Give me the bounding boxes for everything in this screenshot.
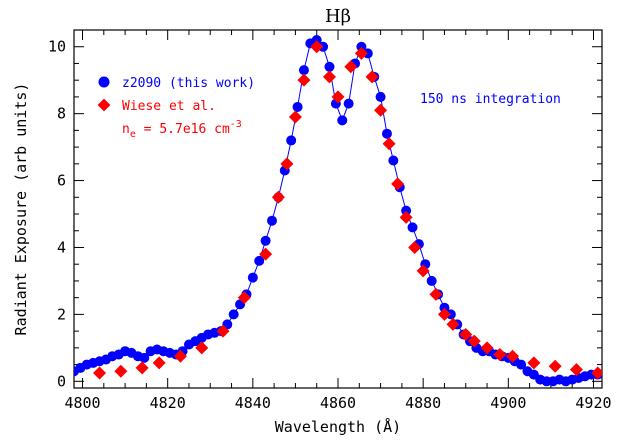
data-point-wiese	[365, 70, 379, 84]
data-point-z2090	[286, 135, 297, 146]
density-subscript: e	[130, 129, 136, 140]
x-axis-title: Wavelength (Å)	[275, 417, 401, 436]
data-point-z2090	[356, 41, 367, 52]
x-tick-label: 4900	[490, 394, 526, 412]
data-point-wiese	[93, 366, 107, 380]
data-point-z2090	[343, 98, 354, 109]
plot-title: Hβ	[325, 6, 351, 27]
data-point-z2090	[228, 309, 239, 320]
data-point-z2090	[407, 222, 418, 233]
data-point-wiese	[344, 60, 358, 74]
legend-label-z2090: z2090 (this work)	[122, 76, 255, 91]
y-tick-label: 4	[57, 238, 66, 256]
series-layer	[74, 35, 602, 387]
data-point-wiese	[259, 247, 273, 261]
data-point-wiese	[310, 40, 324, 54]
data-point-wiese	[506, 349, 520, 363]
data-point-wiese	[152, 356, 166, 370]
data-point-z2090	[139, 352, 150, 363]
density-value: = 5.7e16 cm	[136, 122, 230, 137]
data-point-z2090	[247, 272, 258, 283]
data-point-wiese	[493, 348, 507, 362]
data-point-z2090	[311, 35, 322, 46]
data-point-wiese	[271, 190, 285, 204]
data-point-wiese	[135, 361, 149, 375]
y-tick-label: 6	[57, 172, 66, 190]
data-point-wiese	[591, 366, 602, 380]
y-axis-title: Radiant Exposure (arb units)	[12, 83, 30, 336]
data-point-wiese	[429, 287, 443, 301]
data-point-z2090	[267, 215, 277, 226]
data-point-wiese	[408, 240, 422, 254]
data-point-wiese	[480, 341, 494, 355]
data-point-wiese	[446, 317, 460, 331]
data-point-wiese	[280, 157, 294, 171]
data-point-wiese	[467, 334, 481, 348]
y-tick-label: 8	[57, 105, 66, 123]
legend-marker-wiese	[97, 98, 111, 112]
data-point-wiese	[331, 90, 345, 104]
data-point-wiese	[173, 349, 187, 363]
data-point-z2090	[388, 155, 399, 166]
data-point-wiese	[548, 359, 562, 373]
x-tick-label: 4880	[405, 394, 441, 412]
axis-tick-labels: 4800 4820 4840 4860 4880 4900 4920 0 2 4 6 8 10	[48, 38, 612, 412]
integration-annotation: 150 ns integration	[420, 92, 561, 107]
data-point-z2090	[298, 65, 309, 76]
electron-density-label: ne = 5.7e16 cm-3	[122, 119, 242, 140]
data-point-z2090	[254, 255, 265, 266]
data-point-wiese	[382, 137, 396, 151]
y-tick-label: 0	[57, 372, 66, 390]
data-point-z2090	[401, 205, 412, 216]
density-symbol: n	[122, 122, 130, 137]
data-point-wiese	[399, 210, 413, 224]
data-point-z2090	[375, 91, 386, 102]
data-point-wiese	[216, 324, 230, 338]
data-point-z2090	[381, 128, 392, 139]
data-point-z2090	[260, 235, 271, 246]
data-point-wiese	[416, 264, 430, 278]
x-tick-label: 4820	[150, 394, 186, 412]
x-tick-label: 4920	[575, 394, 611, 412]
data-point-wiese	[297, 73, 311, 87]
density-exponent: -3	[230, 119, 242, 130]
x-tick-label: 4800	[64, 394, 100, 412]
data-point-z2090	[324, 61, 335, 72]
data-point-z2090	[439, 302, 450, 313]
legend: z2090 (this work) Wiese et al. ne = 5.7e…	[97, 76, 255, 140]
data-point-wiese	[569, 363, 583, 377]
data-point-wiese	[195, 341, 209, 355]
data-point-wiese	[391, 177, 405, 191]
data-point-z2090	[292, 101, 303, 112]
data-point-z2090	[426, 275, 437, 286]
data-point-wiese	[322, 70, 336, 84]
data-point-wiese	[459, 327, 473, 341]
data-point-wiese	[527, 356, 541, 370]
data-point-wiese	[354, 46, 368, 60]
axis-ticks	[74, 30, 602, 388]
y-tick-label: 10	[48, 38, 66, 56]
legend-marker-z2090	[98, 76, 110, 88]
data-point-wiese	[437, 307, 451, 321]
data-point-wiese	[288, 110, 302, 124]
y-tick-label: 2	[57, 305, 66, 323]
data-point-wiese	[114, 364, 128, 378]
legend-label-wiese: Wiese et al.	[122, 99, 216, 114]
x-tick-label: 4840	[235, 394, 271, 412]
data-point-z2090	[337, 115, 348, 126]
data-point-z2090	[516, 359, 527, 370]
data-point-wiese	[237, 291, 251, 305]
data-point-wiese	[374, 103, 388, 117]
x-tick-label: 4860	[320, 394, 356, 412]
